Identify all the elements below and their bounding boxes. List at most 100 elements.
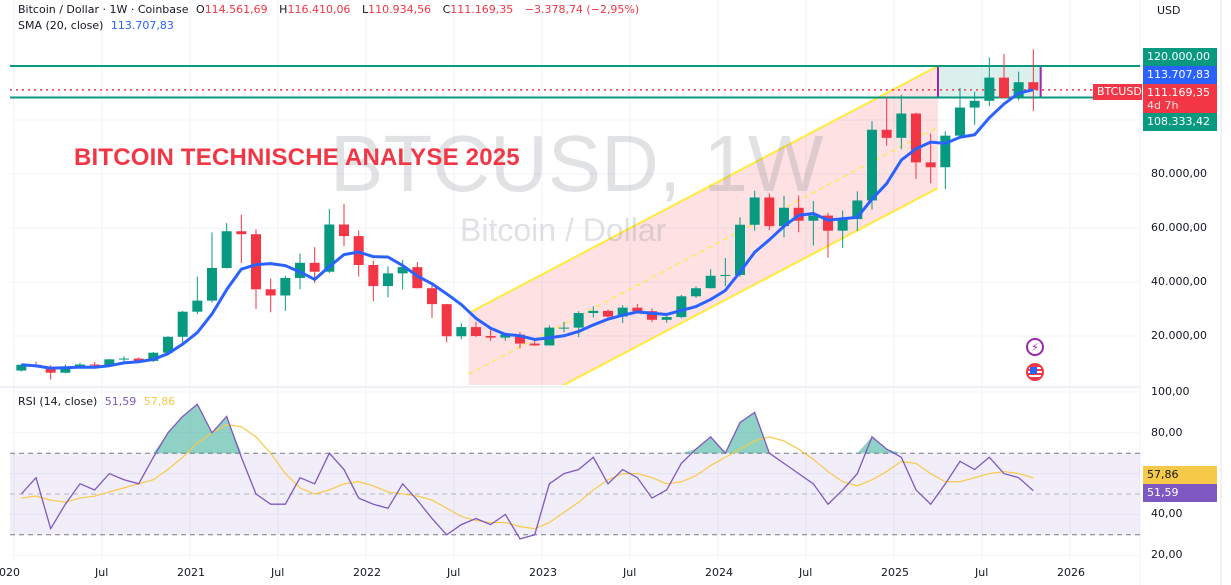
candle-body xyxy=(177,311,188,337)
symbol-tag: BTCUSD xyxy=(1093,84,1142,100)
candle-body xyxy=(148,352,159,361)
time-axis-label: 2021 xyxy=(177,566,205,579)
bar-countdown: 4d 7h xyxy=(1147,99,1179,112)
candle-body xyxy=(969,100,980,108)
symbol-legend[interactable]: Bitcoin / Dollar · 1W · Coinbase O114.56… xyxy=(18,3,643,16)
candle-body xyxy=(45,366,56,373)
candle-body xyxy=(500,334,511,338)
lightning-icon[interactable]: ⚡ xyxy=(1026,338,1044,356)
time-axis-label: Jul xyxy=(975,566,989,579)
candle-body xyxy=(104,359,115,366)
time-axis-label: Jul xyxy=(447,566,461,579)
time-axis-label: Jul xyxy=(799,566,813,579)
candle-body xyxy=(925,162,936,168)
time-axis-label: 2022 xyxy=(353,566,381,579)
candle-body xyxy=(764,197,775,227)
rsi-legend[interactable]: RSI (14, close) 51,59 57,86 xyxy=(18,395,179,408)
candle-body xyxy=(852,200,863,220)
rsi-ma-badge: 57,86 xyxy=(1143,466,1217,484)
candle-body xyxy=(603,310,613,317)
channel-mid-line xyxy=(468,126,939,375)
rsi-badge: 51,59 xyxy=(1143,484,1217,502)
rsi-label: RSI (14, close) xyxy=(18,395,98,408)
channel-fill xyxy=(468,66,938,385)
time-axis-label: Jul xyxy=(271,566,285,579)
candle-body xyxy=(368,264,379,287)
change-value: −3.378,74 (−2,95%) xyxy=(524,3,640,16)
candle-body xyxy=(163,336,173,353)
candle-body xyxy=(265,289,276,296)
rsi-band-fill xyxy=(10,453,1140,535)
rsi-overbought-fill xyxy=(21,404,1034,454)
candle-body xyxy=(441,304,452,337)
candle-body xyxy=(75,364,85,367)
symbol-description: Bitcoin / Dollar · 1W · Coinbase xyxy=(18,3,189,16)
candle-body xyxy=(471,327,481,336)
candle-body xyxy=(485,336,496,338)
rsi-axis-label: 20,00 xyxy=(1151,548,1183,562)
channel-upper-line xyxy=(468,65,939,314)
candle-body xyxy=(383,273,393,287)
us-flag-icon[interactable] xyxy=(1026,363,1044,381)
candle-body xyxy=(236,231,247,235)
candle-body xyxy=(955,107,965,136)
candle-body xyxy=(735,224,745,275)
candle-body xyxy=(911,113,921,163)
candle-body xyxy=(647,311,657,320)
level-low-badge: 108.333,42 xyxy=(1143,113,1217,131)
low-value: 110.934,56 xyxy=(368,3,432,16)
candle-body xyxy=(529,343,540,346)
close-label: C111.169,35 xyxy=(442,3,514,16)
candle-body xyxy=(632,307,643,312)
rsi-ma-value: 57,86 xyxy=(143,395,176,408)
candle-body xyxy=(999,77,1009,98)
sma-legend[interactable]: SMA (20, close) 113.707,83 xyxy=(18,19,178,32)
candle-body xyxy=(456,327,467,337)
candle-body xyxy=(309,262,320,272)
candle-body xyxy=(617,307,628,317)
price-axis-label: 20.000,00 xyxy=(1151,329,1207,342)
time-axis-label: 2020 xyxy=(0,566,20,579)
candle-body xyxy=(705,275,716,289)
candle-body xyxy=(1028,82,1039,90)
candle-body xyxy=(588,310,599,314)
time-axis-label: Jul xyxy=(623,566,637,579)
candle-body xyxy=(412,267,423,289)
candle-body xyxy=(720,274,731,276)
candle-body xyxy=(676,296,687,318)
candle-body xyxy=(867,129,877,201)
rsi-ma-line xyxy=(21,424,1034,530)
rsi-value: 51,59 xyxy=(104,395,137,408)
sma-badge: 113.707,83 xyxy=(1143,66,1217,84)
open-value: 114.561,69 xyxy=(204,3,268,16)
candle-body xyxy=(808,215,819,221)
rsi-pane xyxy=(10,403,1140,540)
candle-body xyxy=(207,267,217,301)
rsi-line xyxy=(20,403,1034,540)
candle-body xyxy=(324,224,335,272)
candle-body xyxy=(940,135,951,168)
sma-label: SMA (20, close) xyxy=(18,19,104,32)
candle-body xyxy=(881,129,892,138)
candle-body xyxy=(427,288,437,305)
rsi-axis-label: 100,00 xyxy=(1151,385,1190,398)
candle-body xyxy=(837,219,848,231)
channel-lower-line xyxy=(561,187,939,385)
analysis-title: BITCOIN TECHNISCHE ANALYSE 2025 xyxy=(74,144,520,171)
price-axis-label: 80.000,00 xyxy=(1151,167,1207,180)
sma-line xyxy=(21,88,1034,370)
currency-label[interactable]: USD xyxy=(1157,4,1181,17)
time-axis-label: 2024 xyxy=(705,566,733,579)
last-price: 111.169,35 xyxy=(1147,86,1210,99)
candle-body xyxy=(119,358,129,360)
candle-body xyxy=(16,364,27,371)
candle-body xyxy=(192,300,203,312)
candle-body xyxy=(559,327,569,329)
candle-body xyxy=(280,277,291,296)
rsi-axis-label: 40,00 xyxy=(1151,507,1183,521)
close-value: 111.169,35 xyxy=(450,3,514,16)
high-label: H116.410,06 xyxy=(279,3,351,16)
candle-body xyxy=(251,234,261,290)
candle-body xyxy=(397,267,408,274)
